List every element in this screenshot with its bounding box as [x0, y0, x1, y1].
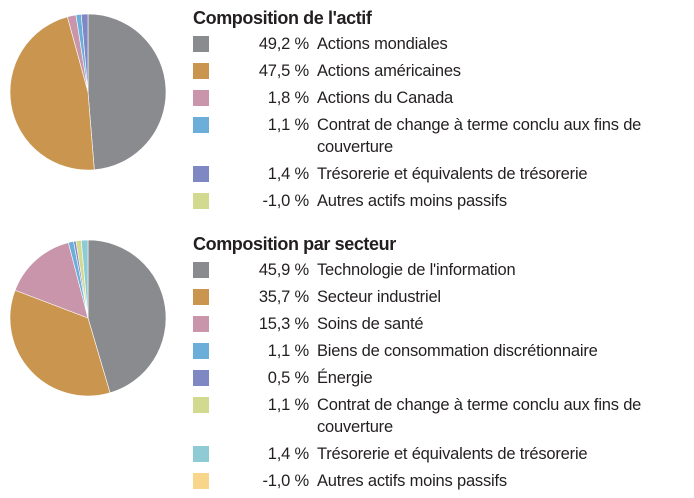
pie-slice: [14, 242, 89, 319]
legend-item: -1,0 % Autres actifs moins passifs: [193, 470, 693, 492]
legend-label: Trésorerie et équivalents de trésorerie: [317, 445, 588, 463]
pie-slice: [87, 239, 167, 394]
pie-chart: [9, 239, 167, 397]
value-label: 1,8 %: [267, 89, 309, 107]
pie-slice: [9, 16, 95, 171]
pie-slice: [80, 239, 89, 319]
legend-label: Actions américaines: [317, 62, 461, 80]
legend-swatch: [193, 36, 209, 52]
legend-label: Actions mondiales: [317, 35, 448, 53]
legend-swatch: [193, 397, 209, 413]
legend-item: 1,8 % Actions du Canada: [193, 87, 693, 109]
value-label: 47,5 %: [258, 62, 309, 80]
legend-swatch: [193, 289, 209, 305]
value-label: 0,5 %: [267, 369, 309, 387]
legend-item: 1,4 % Trésorerie et équivalents de trésor…: [193, 163, 693, 185]
chart-title: Composition de l'actif: [193, 8, 372, 28]
pie-slice: [80, 13, 89, 93]
legend-label: Autres actifs moins passifs: [317, 192, 507, 210]
value-label: 1,4 %: [267, 165, 309, 183]
legend-item: 0,5 % Énergie: [193, 367, 693, 389]
legend-item: 49,2 % Actions mondiales: [193, 33, 693, 55]
pie-slice: [87, 13, 167, 171]
value-label: 49,2 %: [258, 35, 309, 53]
legend-label: Énergie: [317, 369, 373, 387]
chart-title: Composition par secteur: [193, 234, 396, 254]
legend: Composition de l'actif 49,2 % Actions mond…: [193, 6, 693, 217]
pie-chart: [9, 13, 167, 171]
legend-item: 1,4 % Trésorerie et équivalents de trésor…: [193, 443, 693, 465]
legend-label: Autres actifs moins passifs: [317, 472, 507, 490]
legend-swatch: [193, 446, 209, 462]
legend-item: 1,1 % Biens de consommation discrétionnai…: [193, 340, 693, 362]
legend-label: Technologie de l'information: [317, 261, 516, 279]
legend-label: Actions du Canada: [317, 89, 454, 107]
pie-slice: [9, 289, 111, 397]
legend-swatch: [193, 262, 209, 278]
legend-swatch: [193, 63, 209, 79]
value-label: 1,1 %: [267, 342, 309, 360]
legend-item: 35,7 % Secteur industriel: [193, 286, 693, 308]
legend-item: 45,9 % Technologie de l'information: [193, 259, 693, 281]
legend-swatch: [193, 370, 209, 386]
value-label: 1,4 %: [267, 445, 309, 463]
value-label: -1,0 %: [262, 472, 310, 490]
legend: Composition par secteur 45,9 % Technologie…: [193, 232, 693, 497]
value-label: 15,3 %: [258, 315, 309, 333]
legend-swatch: [193, 473, 209, 489]
value-label: -1,0 %: [262, 192, 310, 210]
legend-swatch: [193, 343, 209, 359]
legend-swatch: [193, 117, 209, 133]
legend-label: Biens de consommation discrétionnaire: [317, 342, 598, 360]
legend-item: -1,0 % Autres actifs moins passifs: [193, 190, 693, 212]
value-label: 35,7 %: [258, 288, 309, 306]
legend-swatch: [193, 90, 209, 106]
legend-swatch: [193, 166, 209, 182]
legend-swatch: [193, 193, 209, 209]
legend-label: Soins de santé: [317, 315, 424, 333]
value-label: 1,1 %: [267, 116, 309, 134]
value-label: 1,1 %: [267, 396, 309, 414]
legend-label: Secteur industriel: [317, 288, 441, 306]
legend-item: 1,1 % Contrat de change à terme conclu au…: [193, 394, 693, 438]
legend-item: 15,3 % Soins de santé: [193, 313, 693, 335]
legend-label: Contrat de change à terme conclu aux fin…: [317, 396, 642, 436]
legend-item: 47,5 % Actions américaines: [193, 60, 693, 82]
legend-item: 1,1 % Contrat de change à terme conclu au…: [193, 114, 693, 158]
value-label: 45,9 %: [258, 261, 309, 279]
legend-label: Trésorerie et équivalents de trésorerie: [317, 165, 588, 183]
legend-label: Contrat de change à terme conclu aux fin…: [317, 116, 642, 156]
legend-swatch: [193, 316, 209, 332]
